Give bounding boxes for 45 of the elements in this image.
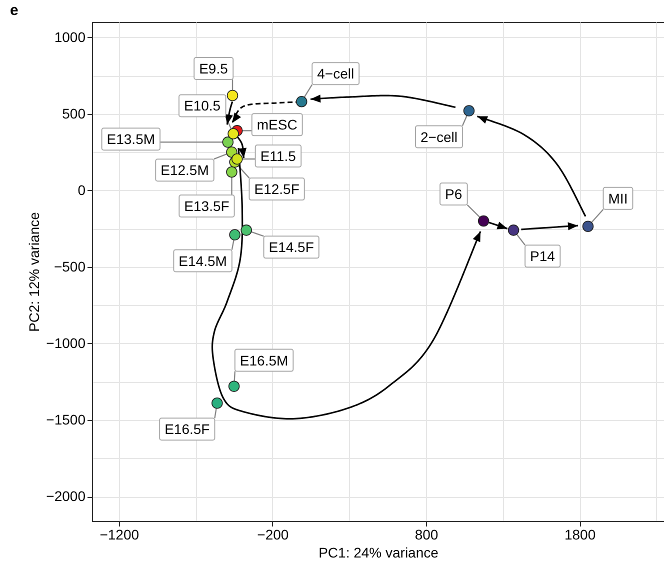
y-tick-label: −1500 — [46, 411, 86, 428]
y-tick-label: −1000 — [46, 334, 86, 351]
point — [582, 220, 594, 232]
chart-title: e — [10, 2, 18, 19]
point — [231, 153, 243, 165]
series-label: E14.5M — [178, 252, 227, 269]
series-label: E16.5M — [240, 352, 288, 368]
x-tick-label: 1800 — [564, 526, 596, 542]
point — [478, 215, 490, 227]
series-label: P14 — [530, 248, 556, 264]
series-label: E9.5 — [199, 60, 228, 76]
y-tick-label: 0 — [78, 182, 86, 198]
x-tick-label: −1200 — [100, 526, 140, 542]
series-label: P6 — [445, 186, 462, 202]
point — [226, 166, 238, 178]
series-label: E12.5F — [254, 181, 300, 198]
point — [228, 380, 240, 392]
series-label: 2−cell — [420, 128, 458, 145]
series-label: E14.5F — [268, 239, 314, 256]
series-label: E11.5 — [260, 148, 296, 164]
series-label: E12.5M — [160, 162, 209, 178]
y-tick-label: −500 — [54, 258, 86, 274]
series-label: mESC — [256, 116, 298, 133]
point — [228, 128, 239, 140]
series-label: E13.5F — [184, 198, 230, 214]
y-tick-label: −2000 — [46, 488, 86, 504]
series-label: 4−cell — [317, 66, 354, 82]
series-label: MII — [608, 190, 628, 206]
y-tick-label: 1000 — [54, 28, 86, 45]
point — [463, 105, 475, 116]
x-tick-label: 800 — [414, 526, 438, 542]
text: E13.5M — [106, 131, 156, 148]
x-axis-title: PC1: 24% variance — [318, 544, 439, 560]
point — [508, 224, 520, 236]
y-tick-label: 500 — [62, 105, 86, 122]
point — [212, 398, 223, 409]
point — [222, 136, 234, 148]
point — [229, 229, 240, 240]
point — [296, 96, 308, 108]
series-label: E10.5 — [184, 98, 221, 114]
point — [226, 90, 238, 102]
y-axis-title: PC2: 12% variance — [26, 212, 42, 332]
x-tick-label: −200 — [257, 526, 289, 542]
point — [240, 224, 252, 236]
series-label: E16.5F — [164, 421, 210, 438]
